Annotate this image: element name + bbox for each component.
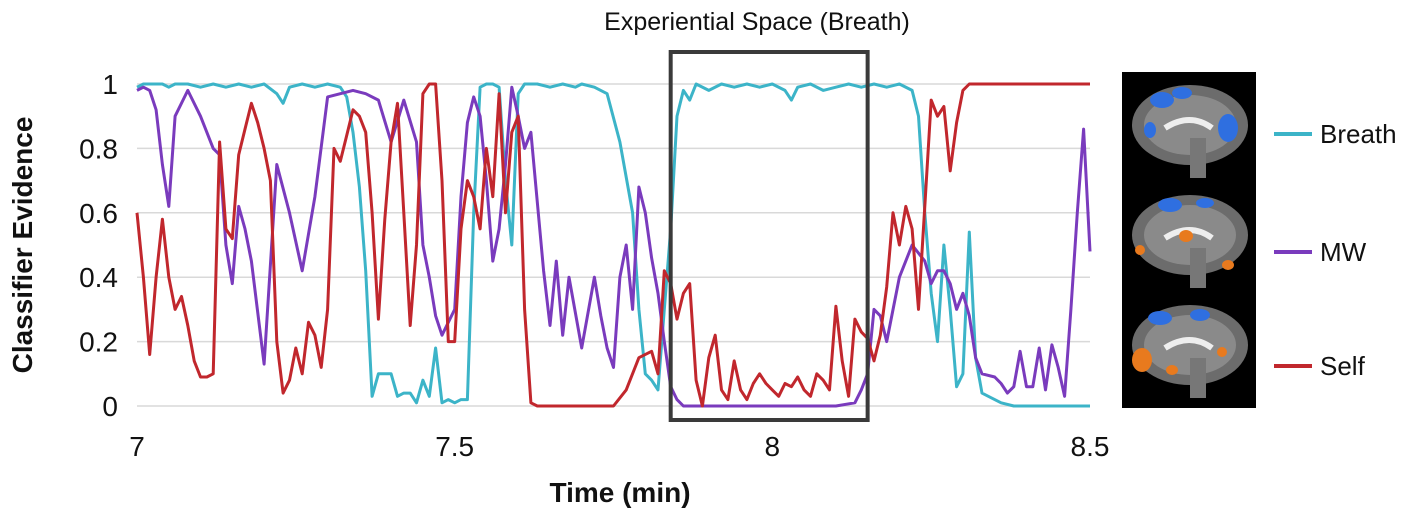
x-tick-label: 8	[765, 431, 781, 462]
x-tick-label: 8.5	[1071, 431, 1110, 462]
series-lines	[135, 82, 1092, 408]
legend: Breath MW Self	[1274, 119, 1397, 381]
brain-slice-breath	[1132, 85, 1248, 178]
gridlines	[137, 83, 1090, 407]
brain-mri-sagittal-icon	[1122, 72, 1256, 408]
y-tick-label: 0.2	[79, 327, 118, 358]
series-line-mw	[136, 85, 1092, 408]
x-tick-label: 7.5	[435, 431, 474, 462]
series-line-breath	[136, 82, 1090, 408]
y-tick-label: 0.4	[79, 262, 118, 293]
x-axis-title: Time (min)	[549, 477, 690, 508]
y-tick-label: 0	[102, 391, 118, 422]
brain-slice-mw	[1132, 195, 1248, 288]
y-axis-title: Classifier Evidence	[7, 117, 38, 374]
legend-label-mw: MW	[1320, 237, 1367, 267]
brain-slice-self	[1132, 305, 1248, 398]
legend-label-self: Self	[1320, 351, 1366, 381]
y-tick-label: 0.8	[79, 133, 118, 164]
series-line-self	[135, 82, 1090, 408]
y-tick-label: 0.6	[79, 198, 118, 229]
x-tick-label: 7	[129, 431, 145, 462]
annotation-label: Experiential Space (Breath)	[604, 8, 910, 36]
tick-labels: 0 0.2 0.4 0.6 0.8 1 7 7.5 8 8.5	[79, 69, 1109, 462]
y-tick-label: 1	[102, 69, 118, 100]
legend-label-breath: Breath	[1320, 119, 1397, 149]
annotation-box	[668, 50, 870, 422]
